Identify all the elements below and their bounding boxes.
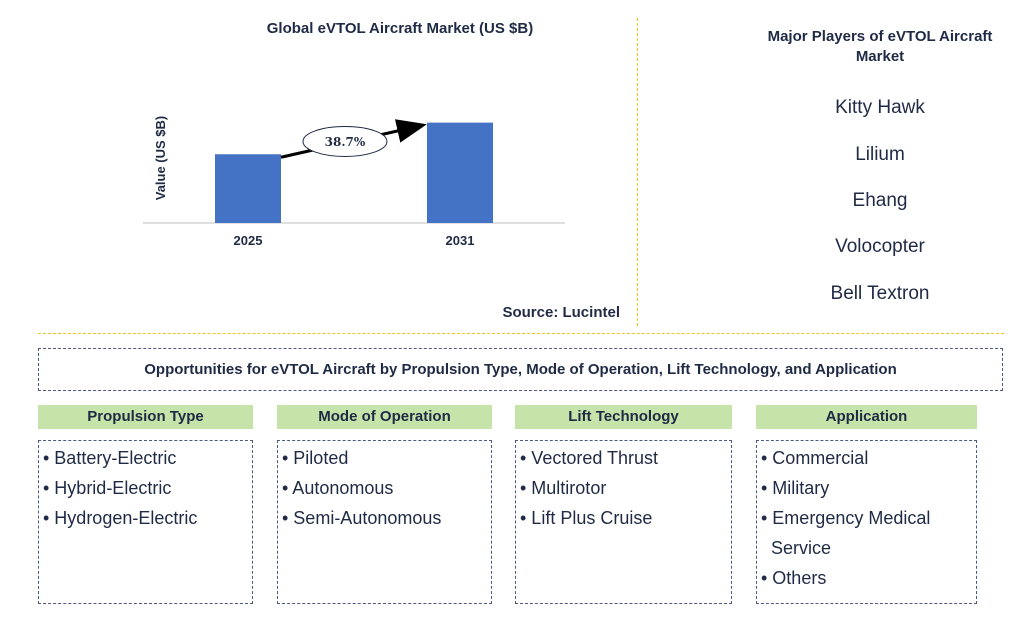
category-list: • Piloted • Autonomous • Semi-Autonomous <box>277 440 492 604</box>
player-item: Lilium <box>855 144 905 165</box>
cagr-label: 38.7% <box>325 135 366 149</box>
list-item: • Military <box>761 478 830 498</box>
category-list: • Battery-Electric • Hybrid-Electric • H… <box>38 440 253 604</box>
category-column-propulsion: Propulsion Type • Battery-Electric • Hyb… <box>38 405 253 604</box>
list-item: • Hybrid-Electric <box>43 478 172 498</box>
list-item: • Commercial <box>761 448 869 468</box>
cagr-ellipse <box>302 125 388 157</box>
list-item: • Emergency Medical <box>761 508 931 528</box>
list-item: • Battery-Electric <box>43 448 177 468</box>
category-column-mode: Mode of Operation • Piloted • Autonomous… <box>277 405 492 604</box>
category-list: • Vectored Thrust • Multirotor • Lift Pl… <box>515 440 732 604</box>
list-item: • Semi-Autonomous <box>282 508 442 528</box>
list-item: • Multirotor <box>520 478 607 498</box>
x-tick-label: 2031 <box>446 233 475 248</box>
category-header: Application <box>756 405 977 429</box>
list-item: • Vectored Thrust <box>520 448 659 468</box>
source-label: Source: Lucintel <box>502 304 620 321</box>
player-item: Ehang <box>852 190 908 211</box>
category-list: • Commercial • Military • Emergency Medi… <box>756 440 977 604</box>
player-item: Bell Textron <box>830 283 930 304</box>
category-column-lift: Lift Technology • Vectored Thrust • Mult… <box>515 405 732 604</box>
category-header: Mode of Operation <box>277 405 492 429</box>
bar-2025 <box>215 154 281 223</box>
chart-title: Global eVTOL Aircraft Market (US $B) <box>266 20 534 37</box>
list-item: • Hydrogen-Electric <box>43 508 198 528</box>
horizontal-divider <box>38 333 1004 334</box>
player-item: Kitty Hawk <box>835 97 925 118</box>
bar-2031 <box>427 122 493 223</box>
category-column-application: Application • Commercial • Military • Em… <box>756 405 977 604</box>
list-item: • Others <box>761 568 827 588</box>
list-item: • Piloted <box>282 448 349 468</box>
vertical-divider <box>637 18 638 326</box>
opportunities-banner: Opportunities for eVTOL Aircraft by Prop… <box>38 348 1003 391</box>
x-tick-label: 2025 <box>234 233 263 248</box>
player-item: Volocopter <box>835 236 925 257</box>
list-item: • Autonomous <box>282 478 394 498</box>
y-axis-label: Value (US $B) <box>153 116 168 201</box>
list-item: • Lift Plus Cruise <box>520 508 653 528</box>
list-item: Service <box>771 538 832 558</box>
bar-chart: Value (US $B) 2025 2031 38.7% <box>143 116 565 248</box>
category-header: Propulsion Type <box>38 405 253 429</box>
category-header: Lift Technology <box>515 405 732 429</box>
players-title: Major Players of eVTOL Aircraft Market <box>767 28 993 65</box>
opportunities-title: Opportunities for eVTOL Aircraft by Prop… <box>144 361 897 378</box>
